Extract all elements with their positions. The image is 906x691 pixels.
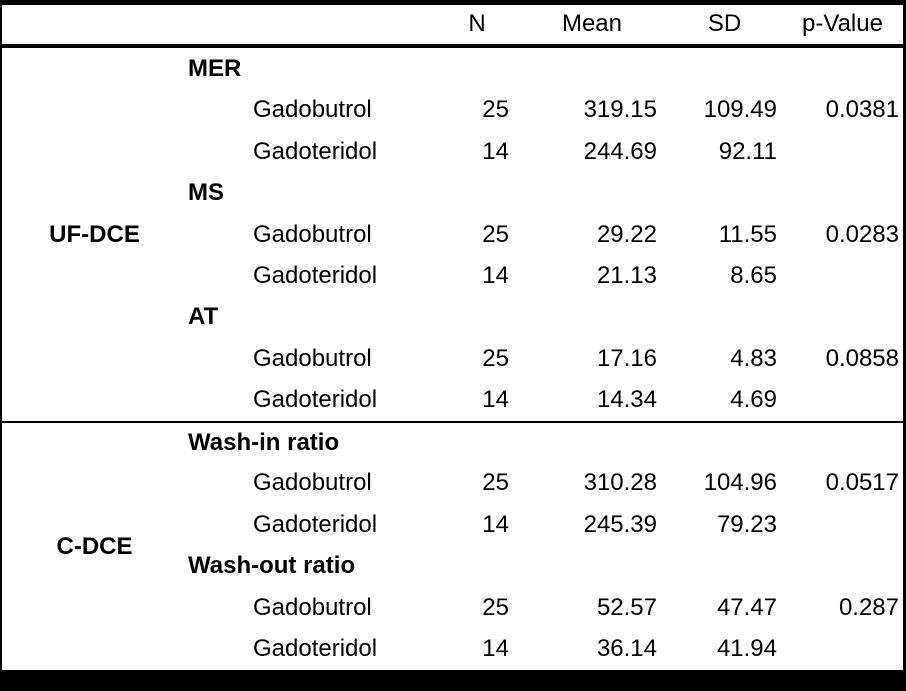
parameter-cell-mer: MER xyxy=(188,54,242,82)
table-row: Gadoteridol 14 245.39 79.23 xyxy=(2,504,903,545)
sd-cell: 8.65 xyxy=(730,261,777,289)
table-row: AT xyxy=(2,297,903,338)
table-row: Gadobutrol 25 319.15 109.49 0.0381 xyxy=(2,89,903,130)
n-cell: 14 xyxy=(482,261,509,289)
table-row: Gadobutrol 25 310.28 104.96 0.0517 xyxy=(2,463,903,504)
sd-cell: 104.96 xyxy=(703,469,777,497)
p-value-cell: 0.0381 xyxy=(825,96,899,124)
mean-cell: 245.39 xyxy=(583,510,657,538)
header-empty-cell xyxy=(2,5,437,48)
mean-cell: 310.28 xyxy=(583,469,657,497)
table-row: Gadoteridol 14 21.13 8.65 xyxy=(2,255,903,296)
parameter-cell-wash-in: Wash-in ratio xyxy=(187,421,903,462)
mean-cell: 17.16 xyxy=(596,344,657,372)
table-row: Gadoteridol 14 14.34 4.69 xyxy=(2,380,903,421)
table-row: Gadoteridol 14 244.69 92.11 xyxy=(2,131,903,172)
agent-cell: Gadobutrol xyxy=(253,469,372,497)
agent-cell: Gadoteridol xyxy=(253,261,378,289)
agent-cell: Gadoteridol xyxy=(253,137,378,165)
sd-cell: 47.47 xyxy=(716,593,777,621)
n-cell: 14 xyxy=(482,635,509,663)
header-row: N Mean SD p-Value xyxy=(2,5,903,48)
n-cell: 25 xyxy=(482,593,509,621)
p-value-cell xyxy=(782,380,903,421)
table-body: UF-DCE MER Gadobutrol 25 319.15 109.49 0… xyxy=(2,48,903,670)
parameter-cell-at: AT xyxy=(188,303,219,331)
n-cell: 25 xyxy=(482,469,509,497)
p-value-cell: 0.0858 xyxy=(825,344,899,372)
agent-cell: Gadoteridol xyxy=(253,635,378,663)
agent-cell: Gadoteridol xyxy=(253,510,378,538)
group-cell-c-dce: C-DCE xyxy=(2,421,187,670)
mean-cell: 14.34 xyxy=(596,386,657,414)
sd-cell: 79.23 xyxy=(716,510,777,538)
p-value-cell: 0.287 xyxy=(838,593,899,621)
p-value-cell: 0.0517 xyxy=(825,469,899,497)
mean-cell: 244.69 xyxy=(583,137,657,165)
p-value-cell xyxy=(782,504,903,545)
p-value-cell xyxy=(782,131,903,172)
n-cell: 14 xyxy=(482,386,509,414)
sd-cell: 109.49 xyxy=(703,96,777,124)
p-value-cell: 0.0283 xyxy=(825,220,899,248)
mean-cell: 21.13 xyxy=(596,261,657,289)
parameter-cell-wash-out: Wash-out ratio xyxy=(188,552,356,580)
header-n: N xyxy=(437,5,517,48)
mean-cell: 36.14 xyxy=(596,635,657,663)
table-row: Gadobutrol 25 29.22 11.55 0.0283 xyxy=(2,214,903,255)
n-cell: 14 xyxy=(482,137,509,165)
agent-cell: Gadobutrol xyxy=(253,220,372,248)
mean-cell: 319.15 xyxy=(583,96,657,124)
mean-cell: 52.57 xyxy=(596,593,657,621)
table-row: MS xyxy=(2,172,903,213)
n-cell: 14 xyxy=(482,510,509,538)
sd-cell: 92.11 xyxy=(718,137,777,165)
agent-cell: Gadoteridol xyxy=(253,386,378,414)
table-row: UF-DCE MER xyxy=(2,48,903,248)
mean-cell: 29.22 xyxy=(596,220,657,248)
header-p-value: p-Value xyxy=(782,5,903,48)
header-mean: Mean xyxy=(517,5,667,48)
header-sd: SD xyxy=(667,5,782,48)
table-row: C-DCE Wash-in ratio xyxy=(2,421,903,560)
p-value-cell xyxy=(782,628,903,670)
table-row: Wash-out ratio xyxy=(2,545,903,586)
sd-cell: 11.55 xyxy=(718,220,777,248)
table-row: Gadoteridol 14 36.14 41.94 xyxy=(2,628,903,670)
n-cell: 25 xyxy=(482,96,509,124)
table-header: N Mean SD p-Value xyxy=(2,5,903,48)
sd-cell: 4.69 xyxy=(730,386,777,414)
parameter-cell-ms: MS xyxy=(188,179,224,207)
group-cell-uf-dce: UF-DCE xyxy=(49,220,140,248)
p-value-cell xyxy=(782,255,903,296)
sd-cell: 4.83 xyxy=(730,344,777,372)
n-cell: 25 xyxy=(482,344,509,372)
n-cell: 25 xyxy=(482,220,509,248)
agent-cell: Gadobutrol xyxy=(253,96,372,124)
table-row: Gadobutrol 25 17.16 4.83 0.0858 xyxy=(2,338,903,379)
sd-cell: 41.94 xyxy=(716,635,777,663)
agent-cell: Gadobutrol xyxy=(253,344,372,372)
table-row: Gadobutrol 25 52.57 47.47 0.287 xyxy=(2,587,903,628)
agent-cell: Gadobutrol xyxy=(253,593,372,621)
